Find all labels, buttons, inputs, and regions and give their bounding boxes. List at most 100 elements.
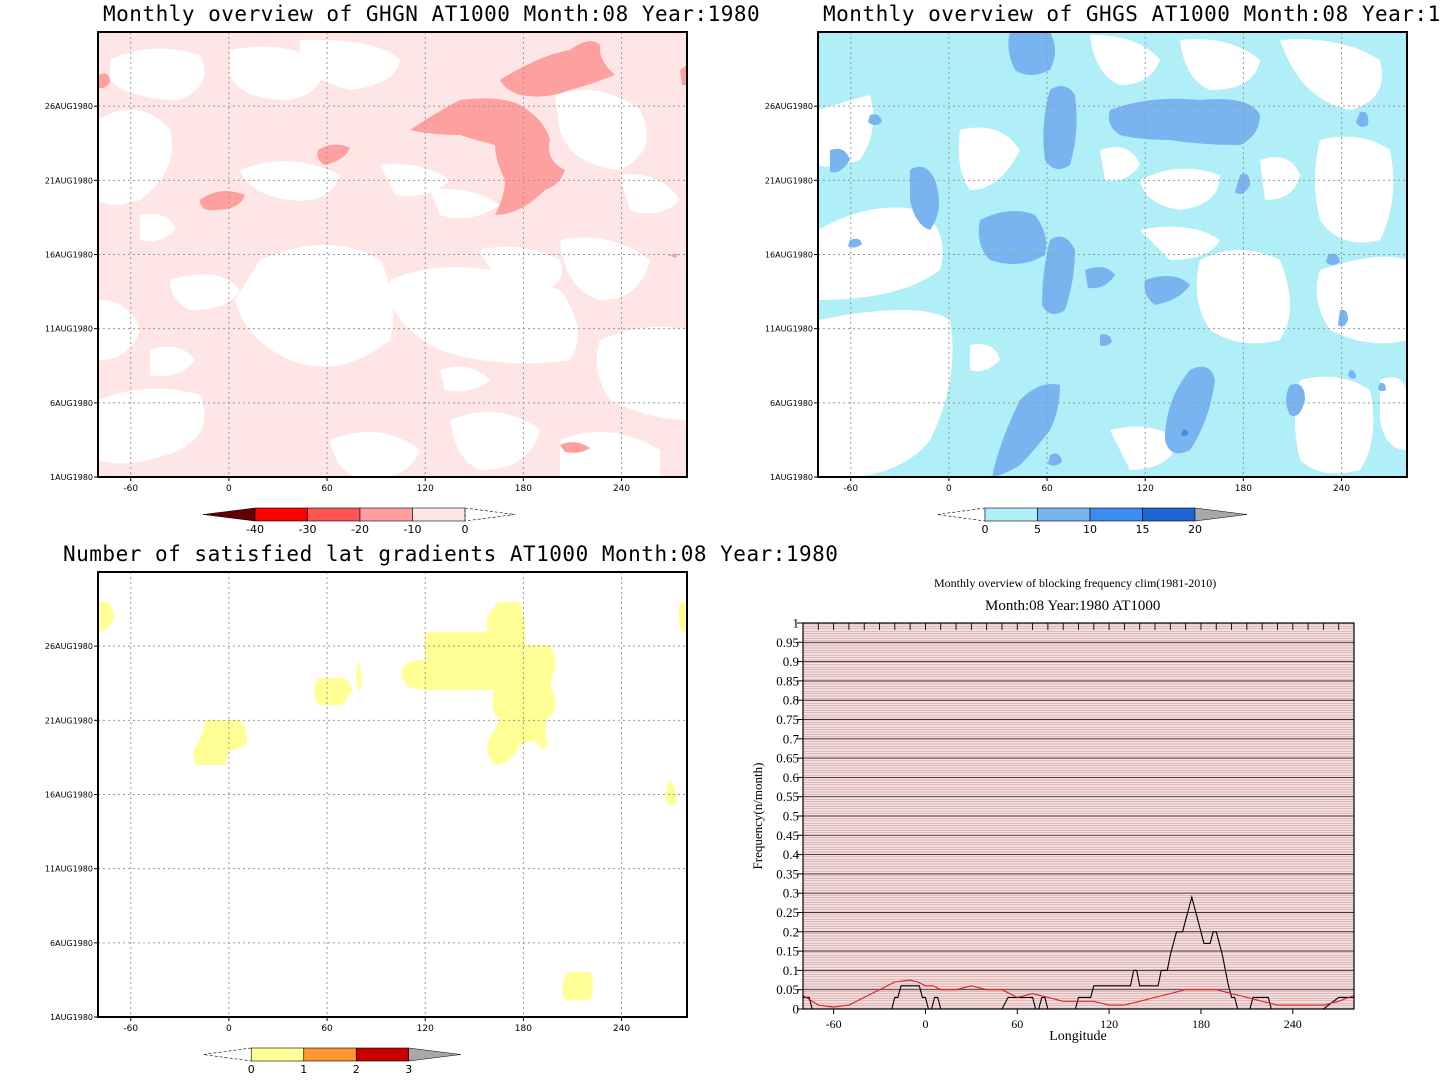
y-tick-label: 0.25 xyxy=(776,905,799,920)
x-tick-label: 0 xyxy=(946,484,952,494)
y-tick-label: 0.35 xyxy=(776,866,799,881)
blocking-hatch xyxy=(803,623,1354,1009)
y-tick-label: 1AUG1980 xyxy=(770,473,813,482)
y-tick-label: 0.65 xyxy=(776,751,799,766)
y-tick-label: 21AUG1980 xyxy=(45,176,93,185)
y-tick-label: 26AUG1980 xyxy=(765,102,813,111)
colorbar-label: -10 xyxy=(404,523,422,536)
y-tick-label: 0.45 xyxy=(776,828,799,843)
colorbar-label: 3 xyxy=(405,1063,412,1076)
x-tick-label: -60 xyxy=(843,484,858,494)
ghgn-negative-regions xyxy=(98,41,687,453)
y-tick-label: 16AUG1980 xyxy=(765,251,813,260)
gradients-y-ticks: 1AUG1980 6AUG1980 11AUG1980 16AUG1980 21AUG1… xyxy=(45,642,98,1022)
x-tick-label: -60 xyxy=(123,484,138,494)
x-tick-label: 0 xyxy=(226,484,232,494)
colorbar-low-arrow xyxy=(202,507,256,522)
colorbar-segment xyxy=(359,507,413,522)
x-tick-label: 120 xyxy=(1137,484,1154,494)
y-tick-label: 0.4 xyxy=(783,847,800,862)
colorbar-segment xyxy=(1089,507,1143,522)
ghgn-map: 1AUG1980 6AUG1980 11AUG1980 16AUG1980 21AUG1… xyxy=(45,31,688,536)
colorbar-label: 0 xyxy=(982,523,989,536)
colorbar-label: 20 xyxy=(1188,523,1202,536)
blocking-title: Monthly overview of blocking frequency c… xyxy=(934,576,1217,590)
y-tick-label: 6AUG1980 xyxy=(50,939,93,948)
colorbar-label: 2 xyxy=(353,1063,360,1076)
x-tick-label: -60 xyxy=(826,1017,842,1031)
blocking-x-axis-label: Longitude xyxy=(1049,1029,1107,1044)
colorbar-label: 15 xyxy=(1136,523,1150,536)
x-tick-label: 180 xyxy=(515,1024,532,1034)
y-tick-label: 0.85 xyxy=(776,673,799,688)
gradients-grid xyxy=(98,572,687,1017)
colorbar-high-arrow xyxy=(464,507,516,522)
colorbar-segment xyxy=(303,1047,357,1062)
colorbar-segment xyxy=(307,507,361,522)
y-tick-label: 0.3 xyxy=(783,886,799,901)
ghgs-y-ticks: 1AUG1980 6AUG1980 11AUG1980 16AUG1980 21AUG1… xyxy=(765,102,818,482)
gradients-level0-regions xyxy=(98,602,687,1000)
x-tick-label: 120 xyxy=(1100,1017,1118,1031)
x-tick-label: 60 xyxy=(321,484,333,494)
x-tick-label: 240 xyxy=(613,1024,630,1034)
y-tick-label: 6AUG1980 xyxy=(770,399,813,408)
y-tick-label: 11AUG1980 xyxy=(765,325,813,334)
gradients-x-ticks: -60 0 60 120 180 240 xyxy=(123,1017,630,1034)
ghgs-zero-regions xyxy=(818,35,1407,477)
ghgn-colorbar: -40 -30 -20 -10 0 xyxy=(202,507,516,536)
blocking-top-ticks xyxy=(802,623,1355,630)
blocking-series xyxy=(802,894,1355,1010)
x-tick-label: 0 xyxy=(922,1017,928,1031)
colorbar-high-arrow xyxy=(1194,507,1248,522)
ghgn-zero-regions xyxy=(98,39,687,477)
y-tick-label: 26AUG1980 xyxy=(45,642,93,651)
y-tick-label: 1 xyxy=(793,616,800,631)
observed-frequency-line xyxy=(803,894,1354,1010)
y-tick-label: 0.15 xyxy=(776,944,799,959)
y-tick-label: 16AUG1980 xyxy=(45,791,93,800)
colorbar-label: 0 xyxy=(248,1063,255,1076)
ghgs-map: 1AUG1980 6AUG1980 11AUG1980 16AUG1980 21AUG1… xyxy=(765,31,1408,536)
y-tick-label: 21AUG1980 xyxy=(765,176,813,185)
ghgn-grid xyxy=(98,32,687,477)
x-tick-label: 240 xyxy=(613,484,630,494)
gradients-colorbar: 0 1 2 3 xyxy=(203,1047,461,1076)
x-tick-label: -60 xyxy=(123,1024,138,1034)
ghgn-title: Monthly overview of GHGN AT1000 Month:08… xyxy=(103,2,761,26)
colorbar-segment xyxy=(355,1047,410,1062)
y-tick-label: 11AUG1980 xyxy=(45,325,93,334)
y-tick-label: 0.5 xyxy=(783,809,799,824)
blocking-y-axis-label: Frequency(n/month) xyxy=(750,763,765,870)
climatology-frequency-line xyxy=(802,979,1355,1008)
blocking-x-ticks: -60 0 60 120 180 240 xyxy=(826,1009,1302,1031)
colorbar-label: 10 xyxy=(1083,523,1097,536)
x-tick-label: 120 xyxy=(417,484,434,494)
ghgs-colorbar: 0 5 10 15 20 xyxy=(936,507,1248,536)
colorbar-segment xyxy=(1142,507,1196,522)
colorbar-label: 5 xyxy=(1034,523,1041,536)
ghgs-level5-regions xyxy=(830,32,1386,477)
ghgn-x-ticks: -60 0 60 120 180 240 xyxy=(123,477,630,494)
colorbar-segment xyxy=(250,1047,305,1062)
y-tick-label: 21AUG1980 xyxy=(45,716,93,725)
y-tick-label: 0.9 xyxy=(783,654,799,669)
colorbar-low-arrow xyxy=(203,1047,252,1062)
colorbar-label: -30 xyxy=(299,523,317,536)
x-tick-label: 120 xyxy=(417,1024,434,1034)
ghgs-x-ticks: -60 0 60 120 180 240 xyxy=(843,477,1350,494)
y-tick-label: 1AUG1980 xyxy=(50,473,93,482)
ghgs-title: Monthly overview of GHGS AT1000 Month:08… xyxy=(823,2,1440,26)
blocking-y-ticks: 0 0.05 0.1 0.15 0.2 0.25 0.3 0.35 0.4 0.45 0.5 0.55… xyxy=(776,616,803,1017)
y-tick-label: 0.05 xyxy=(776,982,799,997)
colorbar-segment xyxy=(1037,507,1091,522)
colorbar-label: 1 xyxy=(300,1063,307,1076)
ghgs-level10-regions xyxy=(1181,429,1188,436)
x-tick-label: 60 xyxy=(1041,484,1053,494)
y-tick-label: 26AUG1980 xyxy=(45,102,93,111)
gradients-map: 1AUG1980 6AUG1980 11AUG1980 16AUG1980 21AUG1… xyxy=(45,571,688,1076)
y-tick-label: 0.55 xyxy=(776,789,799,804)
y-tick-label: 0.2 xyxy=(783,924,799,939)
y-tick-label: 0.7 xyxy=(783,731,800,746)
colorbar-label: 0 xyxy=(462,523,469,536)
